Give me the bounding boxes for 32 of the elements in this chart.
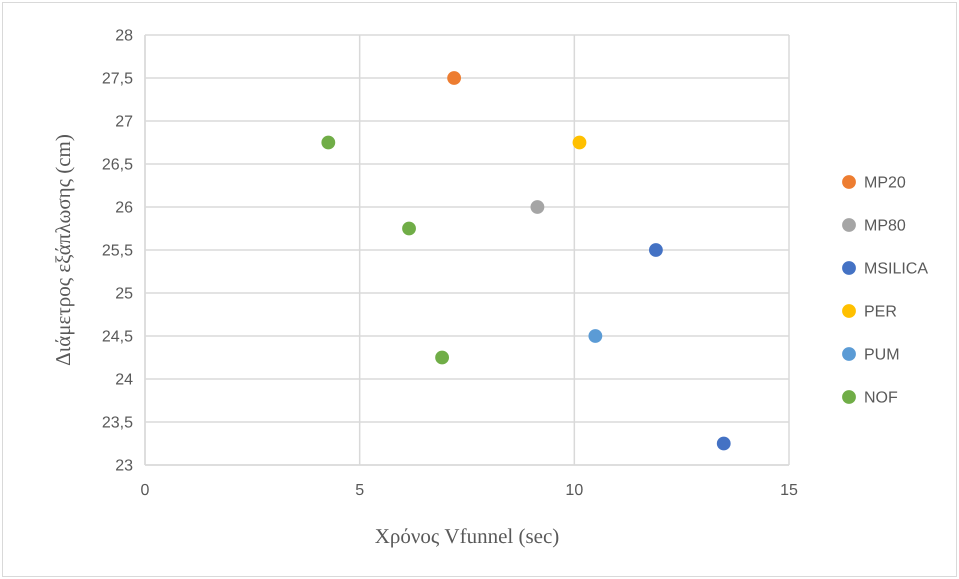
legend-label: MP20 — [864, 174, 906, 192]
x-axis-title: Χρόνος Vfunnel (sec) — [374, 524, 560, 548]
y-tick-label: 25 — [115, 286, 134, 303]
y-tick-label: 23 — [115, 458, 134, 475]
point — [572, 136, 586, 150]
point — [716, 436, 731, 450]
point — [321, 136, 336, 150]
y-tick-label: 27,5 — [102, 70, 134, 88]
x-tick-label: 15 — [780, 482, 798, 499]
point — [588, 329, 602, 343]
legend-label: PER — [864, 304, 897, 321]
legend-label: MSILICA — [864, 260, 928, 278]
point — [530, 200, 544, 214]
y-tick-label: 25,5 — [102, 242, 134, 260]
legend-label: PUM — [864, 346, 900, 364]
legend-label: MP80 — [864, 218, 906, 235]
y-tick-label: 26 — [115, 200, 134, 217]
point — [447, 71, 462, 85]
point — [435, 350, 450, 364]
y-axis-title: Διάμετρος εξάπλωσης (cm) — [51, 134, 75, 366]
x-tick-label: 0 — [140, 482, 150, 499]
y-tick-label: 27 — [115, 114, 134, 131]
y-tick-label: 24,5 — [102, 328, 134, 346]
y-tick-label: 23,5 — [102, 414, 134, 432]
point — [402, 222, 416, 236]
x-tick-label: 5 — [355, 482, 364, 499]
x-tick-label: 10 — [565, 482, 584, 499]
point — [648, 243, 663, 257]
legend-label: NOF — [864, 390, 898, 407]
y-tick-label: 28 — [115, 28, 134, 45]
y-tick-label: 24 — [115, 372, 134, 389]
y-tick-label: 26,5 — [102, 156, 134, 174]
